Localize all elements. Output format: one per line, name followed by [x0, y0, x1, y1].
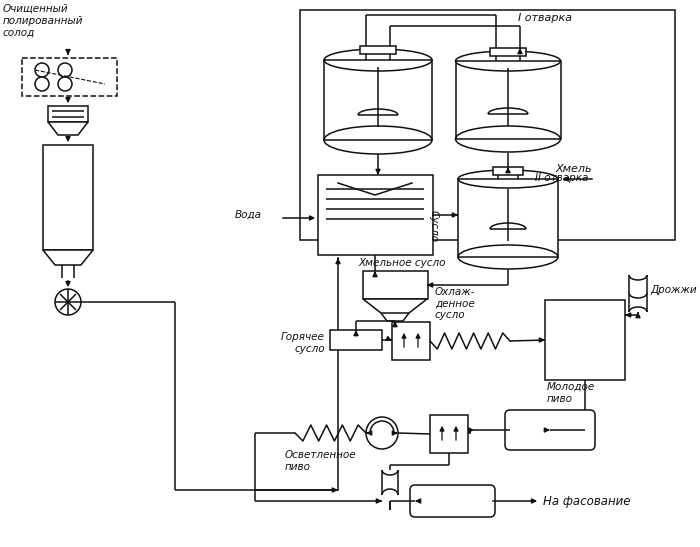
Bar	[493, 167, 523, 175]
Bar	[360, 46, 396, 54]
Circle shape	[55, 289, 81, 315]
Bar	[324, 60, 432, 140]
FancyBboxPatch shape	[410, 485, 495, 517]
Polygon shape	[363, 299, 427, 313]
Bar	[545, 300, 625, 380]
Bar	[318, 175, 433, 255]
Text: Охлаж-
денное
сусло: Охлаж- денное сусло	[435, 287, 475, 320]
Text: Вода: Вода	[235, 210, 262, 220]
Bar	[330, 330, 382, 350]
Text: Горячее
сусло: Горячее сусло	[281, 332, 325, 353]
Bar	[458, 179, 558, 257]
Text: На фасование: На фасование	[543, 494, 631, 508]
Text: Осветленное
пиво: Осветленное пиво	[285, 450, 356, 472]
Circle shape	[35, 63, 49, 77]
Circle shape	[58, 63, 72, 77]
Text: Хмель: Хмель	[555, 164, 592, 174]
FancyBboxPatch shape	[505, 410, 595, 450]
Circle shape	[58, 77, 72, 91]
Text: Дрожжи: Дрожжи	[650, 285, 696, 295]
Bar	[48, 106, 88, 122]
Bar	[392, 322, 430, 360]
Bar	[490, 48, 526, 56]
Polygon shape	[43, 250, 93, 265]
Bar	[22, 58, 117, 96]
Bar	[300, 10, 675, 240]
Bar	[456, 61, 561, 139]
Bar	[43, 145, 93, 250]
Text: II отварка: II отварка	[535, 173, 589, 183]
Text: Молодое
пиво: Молодое пиво	[547, 382, 595, 404]
Polygon shape	[48, 122, 88, 135]
Circle shape	[366, 417, 398, 449]
Text: Хмельное сусло: Хмельное сусло	[358, 258, 445, 268]
Text: Очищенный
полированный
солод: Очищенный полированный солод	[3, 4, 83, 37]
Bar	[430, 415, 468, 453]
Bar	[363, 271, 428, 299]
Text: Сусло: Сусло	[429, 210, 439, 242]
Text: I отварка: I отварка	[518, 13, 572, 23]
Circle shape	[35, 77, 49, 91]
